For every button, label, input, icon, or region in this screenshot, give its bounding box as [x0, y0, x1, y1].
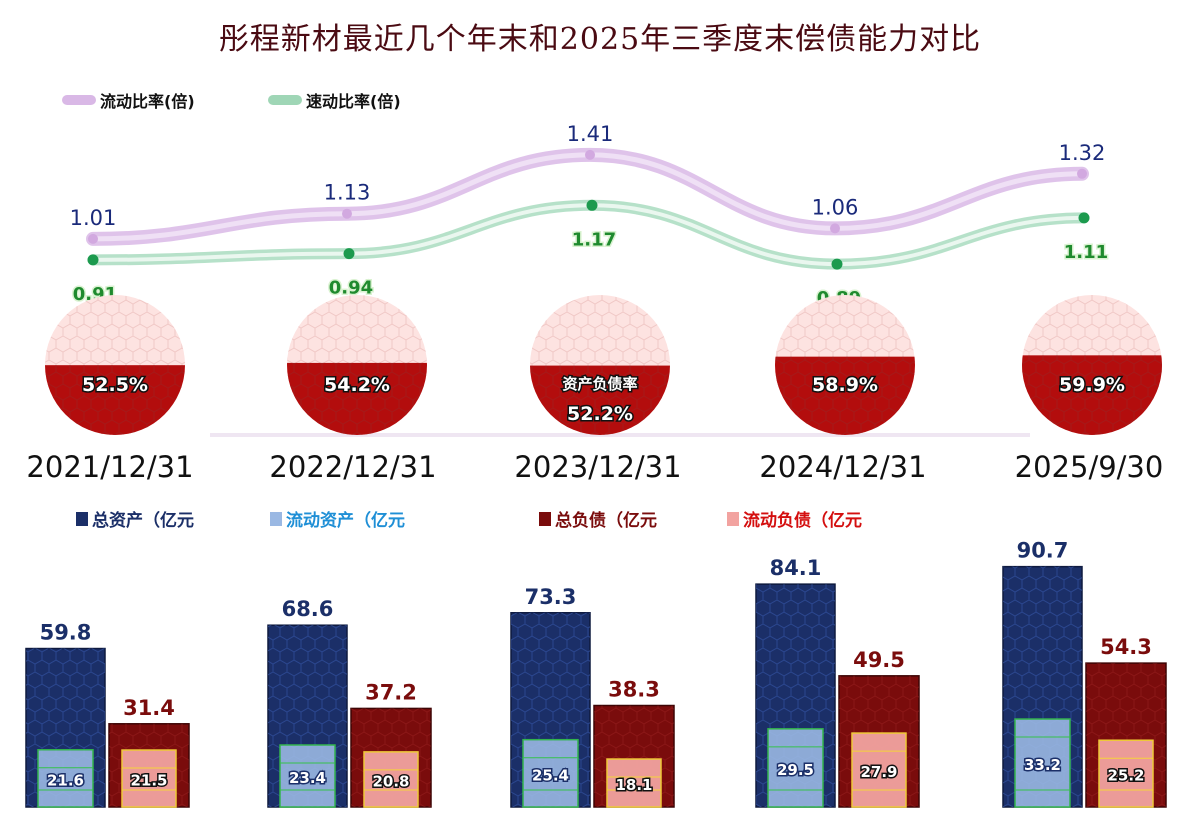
bar-total-assets-label-1: 68.6 [282, 597, 334, 621]
bar-current-liabilities-label-1: 20.8 [372, 772, 409, 790]
bar-total-assets-label-2: 73.3 [525, 585, 577, 609]
bar-total-liabilities-label-4: 54.3 [1100, 635, 1152, 659]
series-0-point-4 [1077, 168, 1087, 179]
legend-current-liabilities: 流动负债（亿元 [727, 506, 862, 531]
chart-title: 彤程新材最近几个年末和2025年三季度末偿债能力对比 [218, 22, 982, 57]
legend-current-ratio-swatch [62, 95, 96, 105]
bar-current-assets-label-3: 29.5 [777, 761, 814, 779]
debt-ratio-value-4: 59.9% [1059, 374, 1125, 396]
series-1-value-label-2: 1.17 [572, 229, 616, 250]
series-0-value-label-0: 1.01 [70, 206, 117, 230]
legend-current-assets-label: 流动资产（亿元 [286, 511, 405, 531]
bar-total-assets-label-0: 59.8 [40, 621, 92, 645]
debt-ratio-caption: 资产负债率 [562, 375, 637, 393]
series-1-point-2 [586, 199, 598, 211]
bar-current-assets-label-4: 33.2 [1024, 756, 1061, 774]
bar-total-liabilities-label-1: 37.2 [365, 680, 417, 704]
bar-current-assets-0 [37, 749, 94, 808]
series-1-point-0 [87, 254, 99, 266]
date-label-2025: 2025/9/30 [1014, 450, 1164, 484]
bar-current-assets-3 [767, 728, 824, 808]
bar-current-assets-label-0: 21.6 [47, 771, 84, 789]
bar-total-assets-label-4: 90.7 [1017, 539, 1069, 563]
bar-current-assets-4 [1014, 718, 1071, 808]
legend-total-assets-swatch [76, 511, 88, 526]
legend-quick-ratio-swatch [268, 95, 302, 105]
legend-current-liabilities-swatch [727, 511, 739, 526]
legend-total-assets-label: 总资产（亿元 [92, 511, 194, 531]
debt-ratio-circles-layer: 52.5% 54.2% 52.2% 资产负债率 58.9% 59.9% [45, 295, 1162, 437]
date-label-2023: 2023/12/31 [514, 450, 682, 484]
date-label-2022: 2022/12/31 [269, 450, 437, 484]
legend-current-ratio-label: 流动比率(倍) [100, 92, 195, 111]
debt-ratio-value-2: 52.2% [567, 403, 633, 425]
series-line-0 [86, 147, 1089, 246]
bar-current-liabilities-1 [363, 751, 419, 808]
series-1-value-label-4: 1.11 [1064, 242, 1108, 263]
bar-current-liabilities-4 [1098, 739, 1154, 808]
bar-layer: 59.8 21.6 31.4 21.5 68.6 23.4 37.2 20.8 73.3 25.4… [25, 539, 1167, 808]
series-0-value-label-2: 1.41 [567, 122, 614, 146]
bar-total-liabilities-label-3: 49.5 [853, 648, 905, 672]
series-1-point-4 [1078, 212, 1090, 224]
debt-ratio-value-0: 52.5% [82, 374, 148, 396]
series-0-point-2 [585, 149, 595, 160]
series-1-point-1 [343, 248, 355, 260]
series-0-point-0 [88, 233, 98, 244]
legend-current-assets: 流动资产（亿元 [270, 506, 405, 531]
date-label-2024: 2024/12/31 [759, 450, 927, 484]
series-0-value-label-3: 1.06 [812, 195, 859, 219]
legend-current-liabilities-label: 流动负债（亿元 [743, 511, 862, 531]
debt-ratio-value-3: 58.9% [812, 374, 878, 396]
bar-total-assets-label-3: 84.1 [770, 556, 822, 580]
bar-current-assets-2 [522, 738, 579, 808]
bar-current-assets-label-1: 23.4 [289, 769, 326, 787]
legend-total-liabilities-label: 总负债（亿元 [555, 511, 657, 531]
legend-current-ratio: 流动比率(倍) [62, 88, 195, 112]
date-label-2021: 2021/12/31 [26, 450, 194, 484]
bar-current-liabilities-label-2: 18.1 [615, 776, 652, 794]
circle-baseline [210, 433, 1030, 437]
debt-ratio-value-1: 54.2% [324, 374, 390, 396]
bar-current-liabilities-0 [121, 749, 177, 808]
bar-current-liabilities-3 [851, 732, 907, 808]
legend-total-assets: 总资产（亿元 [76, 506, 194, 531]
legend-total-liabilities-swatch [539, 511, 551, 526]
legend-current-assets-swatch [270, 511, 282, 526]
legend-total-liabilities: 总负债（亿元 [539, 506, 657, 531]
bar-current-assets-1 [279, 744, 336, 808]
bar-current-liabilities-label-4: 25.2 [1107, 767, 1144, 785]
series-0-point-3 [830, 223, 840, 234]
bar-current-assets-label-2: 25.4 [532, 766, 569, 784]
series-0-value-label-1: 1.13 [324, 181, 371, 205]
legend-quick-ratio: 速动比率(倍) [268, 88, 401, 112]
series-0-point-1 [342, 208, 352, 219]
series-1-point-3 [831, 258, 843, 270]
bar-total-liabilities-label-0: 31.4 [123, 696, 175, 720]
ratio-line-layer: 1.011.131.411.061.320.910.941.170.891.11 [70, 122, 1110, 311]
series-0-value-label-4: 1.32 [1059, 141, 1106, 165]
bar-current-liabilities-2 [606, 758, 662, 808]
bar-total-liabilities-label-2: 38.3 [608, 678, 660, 702]
bar-current-liabilities-label-3: 27.9 [860, 763, 897, 781]
bar-current-liabilities-label-0: 21.5 [130, 772, 167, 790]
legend-quick-ratio-label: 速动比率(倍) [306, 92, 401, 111]
